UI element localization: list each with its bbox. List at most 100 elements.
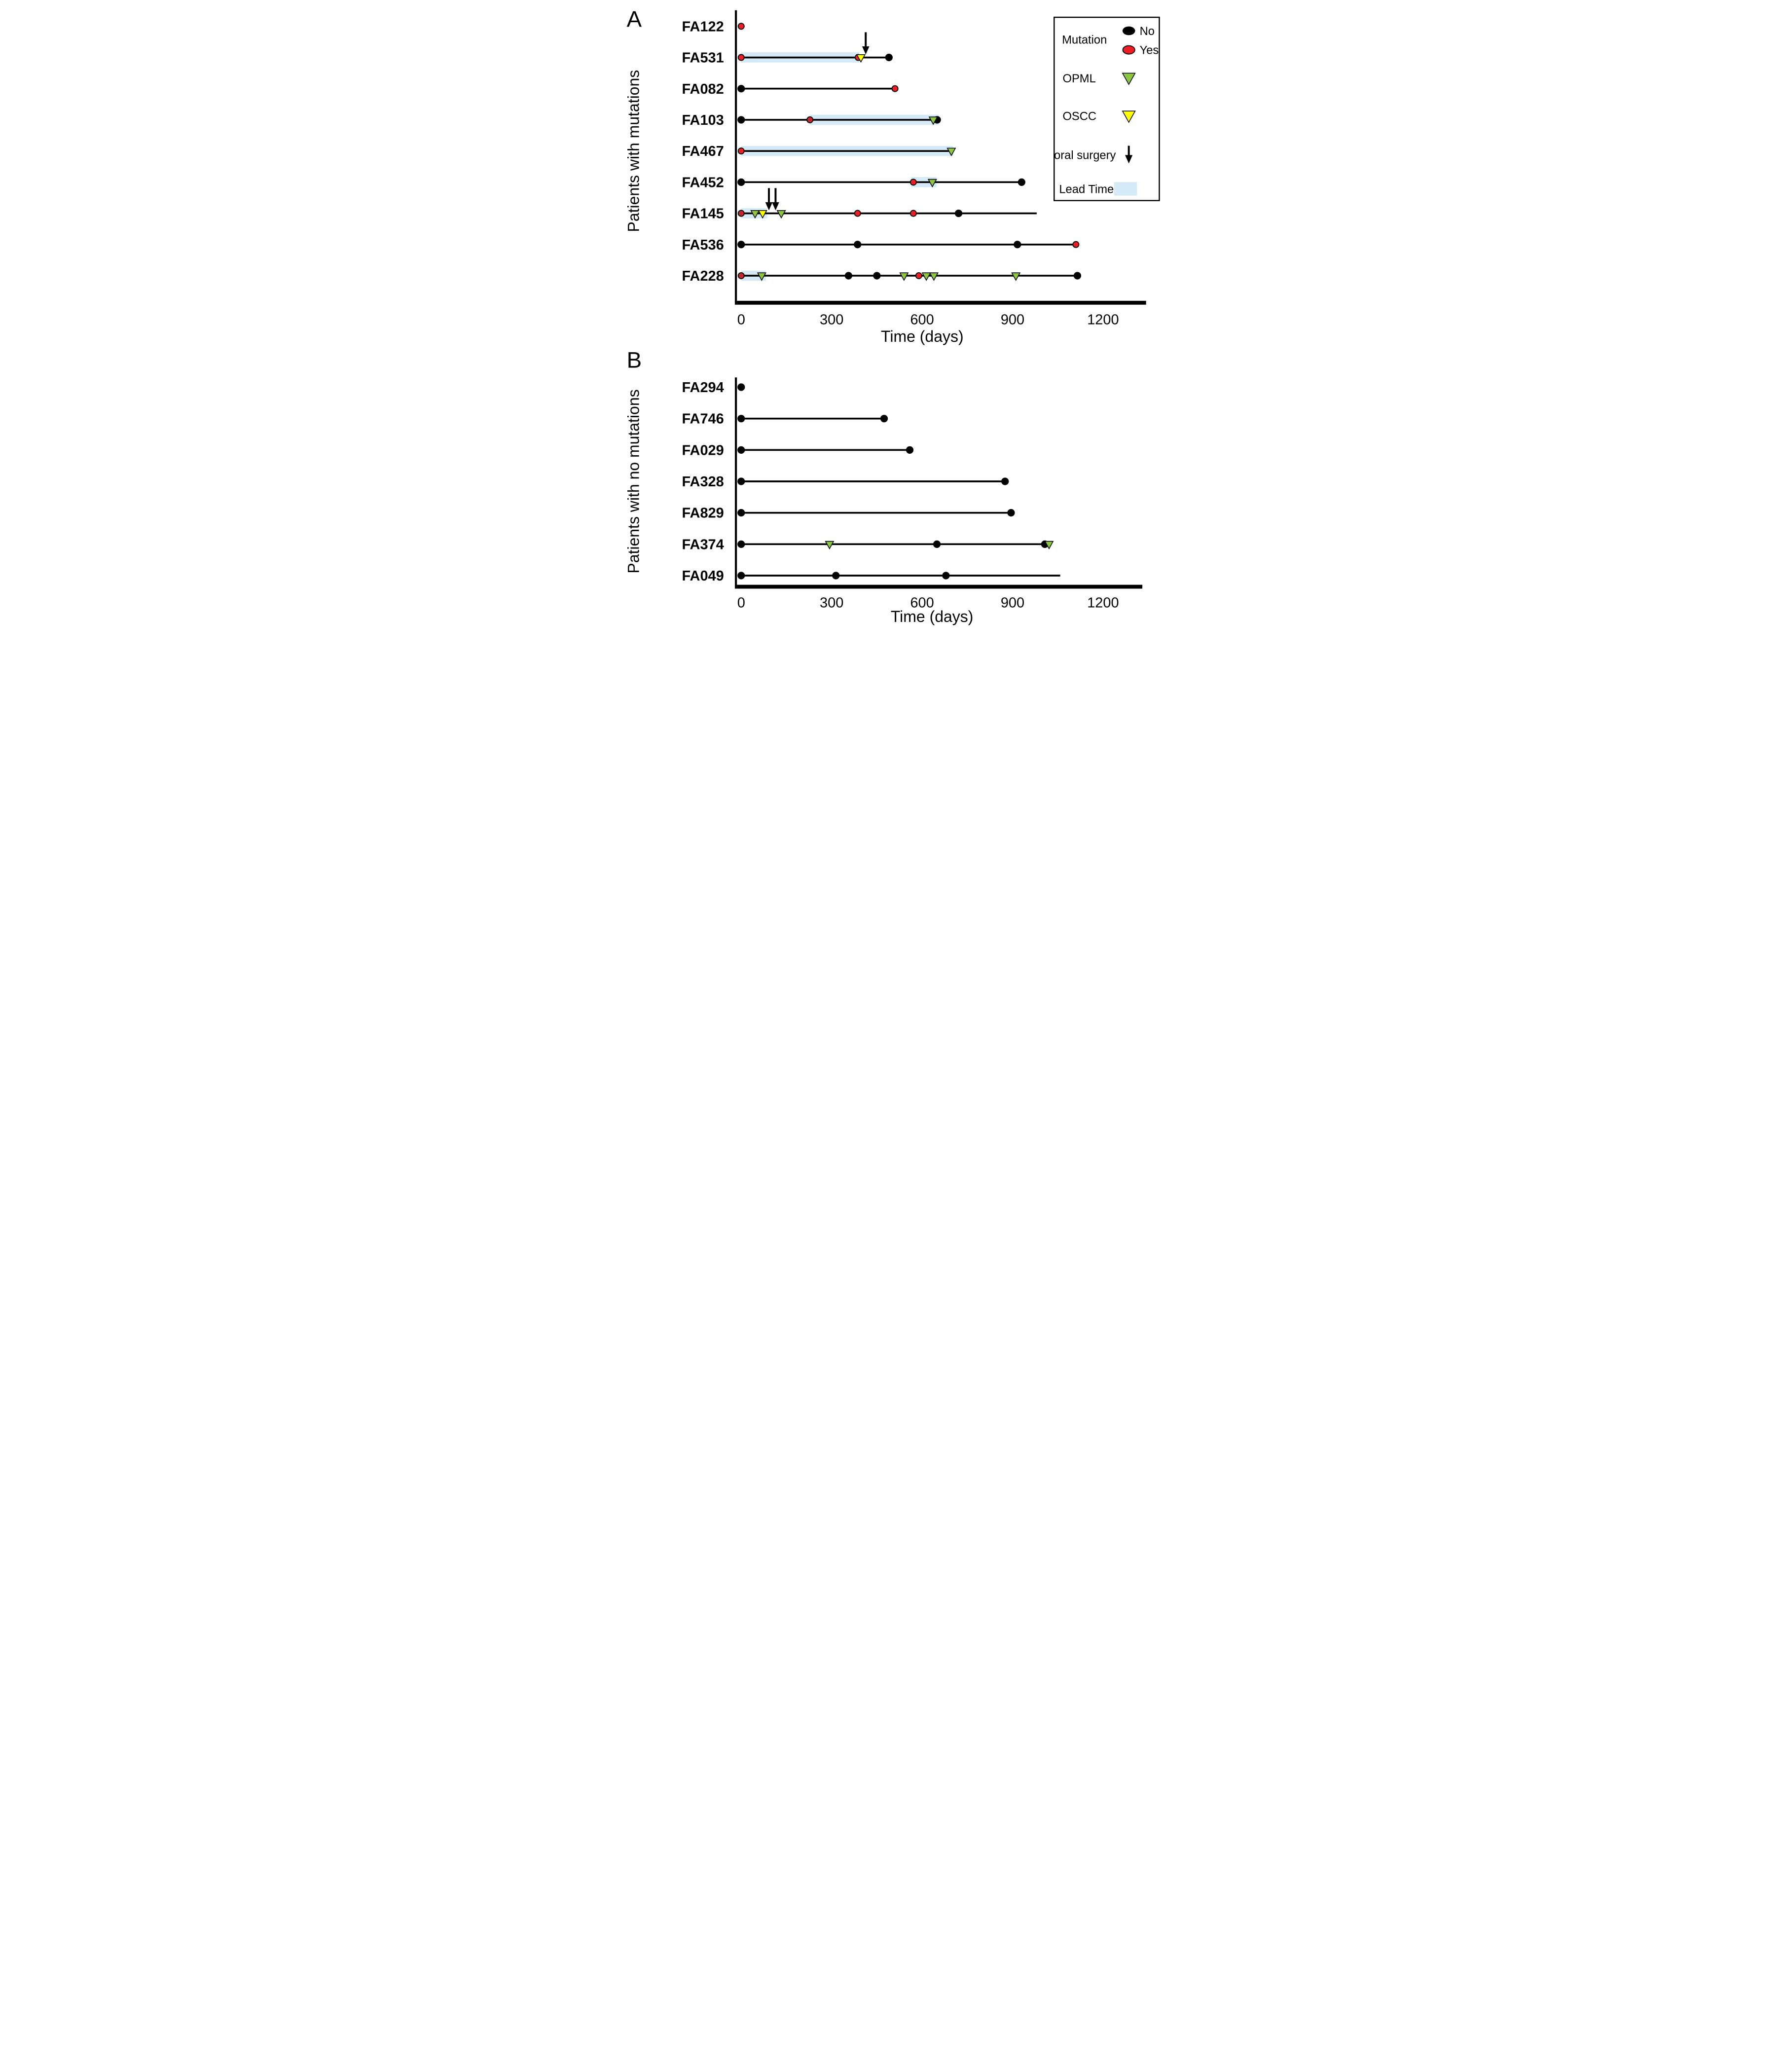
marker-mutation-no [1013, 241, 1021, 249]
swimmer-plot-figure: A B Patients with mutations Patients wit… [619, 0, 1162, 631]
x-tick-label: 900 [1000, 595, 1024, 611]
marker-opml [1044, 541, 1054, 550]
legend-oscc-label: OSCC [1062, 110, 1096, 123]
patient-row: FA328 [682, 474, 1009, 490]
patient-row: FA467 [682, 144, 956, 159]
marker-opml [946, 147, 956, 156]
panel-b-ylabel: Patients with no mutations [624, 389, 642, 573]
marker-mutation-yes [854, 210, 861, 217]
marker-mutation-no [737, 383, 745, 391]
marker-mutation-no [844, 272, 852, 280]
oral-surgery-arrowhead-icon [1125, 155, 1132, 164]
marker-opml [776, 210, 786, 219]
marker-mutation-yes [909, 179, 917, 186]
patient-id-label: FA049 [682, 568, 724, 584]
x-tick-label: 1200 [1087, 312, 1119, 327]
marker-mutation-no [885, 53, 893, 62]
marker-mutation-no [906, 446, 913, 454]
panel-a-letter: A [626, 6, 642, 32]
marker-oral-surgery-head [765, 202, 772, 211]
marker-opml [757, 272, 766, 281]
marker-opml [921, 272, 931, 281]
marker-opml [899, 272, 909, 281]
patient-row: FA294 [682, 380, 745, 396]
legend-box [1053, 16, 1160, 201]
patient-id-label: FA536 [682, 237, 724, 253]
marker-oral-surgery-head [771, 202, 779, 211]
marker-mutation-yes [737, 23, 745, 30]
marker-oral-surgery-head [862, 46, 870, 55]
marker-mutation-yes [737, 147, 745, 155]
panel-b-plot-area: 0 300 600 900 1200 FA294 FA746 FA029 FA328 FA829 F… [682, 377, 1142, 611]
marker-mutation-no [954, 209, 962, 218]
legend-oral-surgery-label: oral surgery [1054, 148, 1116, 162]
patient-id-label: FA374 [682, 537, 724, 552]
marker-mutation-no [942, 572, 949, 580]
marker-mutation-no [737, 572, 745, 580]
patient-id-label: FA746 [682, 411, 724, 427]
marker-oscc [758, 210, 767, 219]
x-tick-label: 300 [820, 312, 843, 327]
legend-mutation-label: Mutation [1062, 33, 1107, 46]
x-tick-label: 0 [737, 312, 745, 327]
patient-id-label: FA082 [682, 81, 724, 97]
panel-a-ylabel: Patients with mutations [624, 70, 642, 232]
patient-id-label: FA122 [682, 19, 724, 35]
marker-mutation-no [737, 446, 745, 454]
patient-id-label: FA029 [682, 442, 724, 458]
marker-mutation-no [737, 415, 745, 423]
patient-id-label: FA294 [682, 380, 724, 396]
legend-lead-time-label: Lead Time [1059, 183, 1114, 196]
patient-id-label: FA467 [682, 144, 724, 159]
patient-row: FA122 [682, 19, 745, 35]
marker-opml [1011, 272, 1020, 281]
marker-mutation-no [832, 572, 839, 580]
x-tick-label: 0 [737, 595, 745, 611]
marker-mutation-no [1018, 178, 1025, 186]
mutation-yes-icon [1122, 45, 1135, 55]
marker-opml [750, 210, 760, 219]
patient-row: FA049 [682, 568, 1060, 584]
marker-mutation-no [737, 116, 745, 124]
marker-mutation-yes [891, 85, 899, 92]
legend: Mutation No Yes OPML OSCC oral surgery L… [1053, 16, 1160, 201]
panel-b-letter: B [626, 348, 641, 373]
patient-id-label: FA228 [682, 268, 724, 284]
figure-container: A B Patients with mutations Patients wit… [619, 0, 1162, 631]
mutation-no-icon [1122, 26, 1135, 36]
patient-row: FA746 [682, 411, 888, 427]
marker-mutation-yes [737, 272, 745, 279]
patient-row: FA536 [682, 237, 1079, 253]
marker-mutation-no [880, 415, 888, 423]
patient-row: FA531 [682, 32, 893, 66]
marker-mutation-no [737, 509, 745, 517]
marker-mutation-yes [806, 116, 813, 123]
patient-row: FA103 [682, 112, 941, 128]
marker-oscc [856, 54, 866, 63]
patient-id-label: FA829 [682, 506, 724, 521]
patient-id-label: FA103 [682, 112, 724, 128]
x-tick-label: 600 [910, 595, 934, 611]
lead-time-swatch [1114, 182, 1137, 196]
marker-mutation-yes [737, 54, 745, 61]
marker-mutation-no [1073, 272, 1081, 280]
patient-id-label: FA531 [682, 50, 724, 66]
x-tick-label: 300 [820, 595, 843, 611]
x-tick-label: 1200 [1087, 595, 1119, 611]
marker-mutation-no [933, 540, 941, 548]
marker-mutation-no [737, 477, 745, 485]
marker-mutation-yes [1072, 241, 1079, 248]
patient-row: FA145 [682, 188, 1037, 222]
legend-mutation-no-label: No [1139, 25, 1154, 38]
marker-mutation-no [737, 178, 745, 186]
marker-mutation-no [872, 272, 880, 280]
marker-mutation-yes [915, 272, 922, 279]
marker-opml [928, 116, 938, 125]
marker-opml [824, 541, 834, 550]
patient-id-label: FA328 [682, 474, 724, 490]
patient-id-label: FA145 [682, 206, 724, 222]
panel-a-plot-area: 0 300 600 900 1200 FA122 FA531 FA082 FA103 FA467 F… [682, 10, 1146, 327]
x-tick-label: 600 [910, 312, 934, 327]
marker-mutation-no [737, 241, 745, 249]
panel-b-xlabel: Time (days) [890, 608, 973, 625]
